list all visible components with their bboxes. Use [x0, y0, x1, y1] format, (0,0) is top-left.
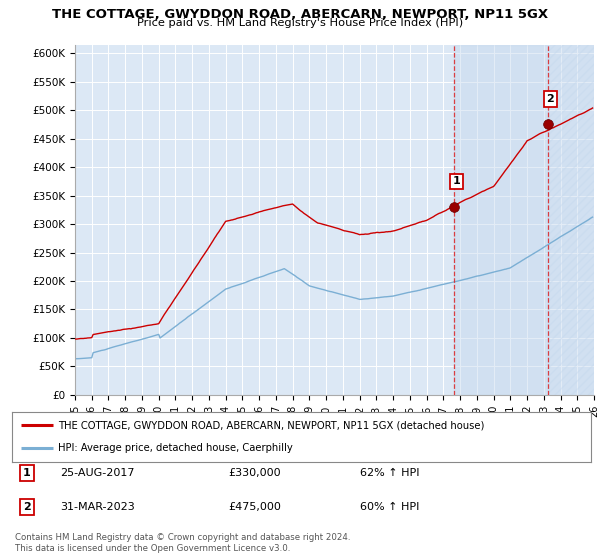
- Text: THE COTTAGE, GWYDDON ROAD, ABERCARN, NEWPORT, NP11 5GX: THE COTTAGE, GWYDDON ROAD, ABERCARN, NEW…: [52, 8, 548, 21]
- Text: 25-AUG-2017: 25-AUG-2017: [60, 468, 134, 478]
- Text: HPI: Average price, detached house, Caerphilly: HPI: Average price, detached house, Caer…: [58, 444, 293, 454]
- Text: 2: 2: [547, 94, 554, 104]
- Text: 31-MAR-2023: 31-MAR-2023: [60, 502, 135, 512]
- Text: 1: 1: [453, 176, 461, 186]
- Bar: [454, 45, 548, 395]
- Text: 1: 1: [23, 468, 31, 478]
- Text: 62% ↑ HPI: 62% ↑ HPI: [360, 468, 419, 478]
- Text: £475,000: £475,000: [228, 502, 281, 512]
- Text: £330,000: £330,000: [228, 468, 281, 478]
- Text: Price paid vs. HM Land Registry's House Price Index (HPI): Price paid vs. HM Land Registry's House …: [137, 18, 463, 29]
- Text: 60% ↑ HPI: 60% ↑ HPI: [360, 502, 419, 512]
- Text: Contains HM Land Registry data © Crown copyright and database right 2024.
This d: Contains HM Land Registry data © Crown c…: [15, 533, 350, 553]
- Text: 2: 2: [23, 502, 31, 512]
- Text: THE COTTAGE, GWYDDON ROAD, ABERCARN, NEWPORT, NP11 5GX (detached house): THE COTTAGE, GWYDDON ROAD, ABERCARN, NEW…: [58, 420, 485, 430]
- Bar: [548, 45, 594, 395]
